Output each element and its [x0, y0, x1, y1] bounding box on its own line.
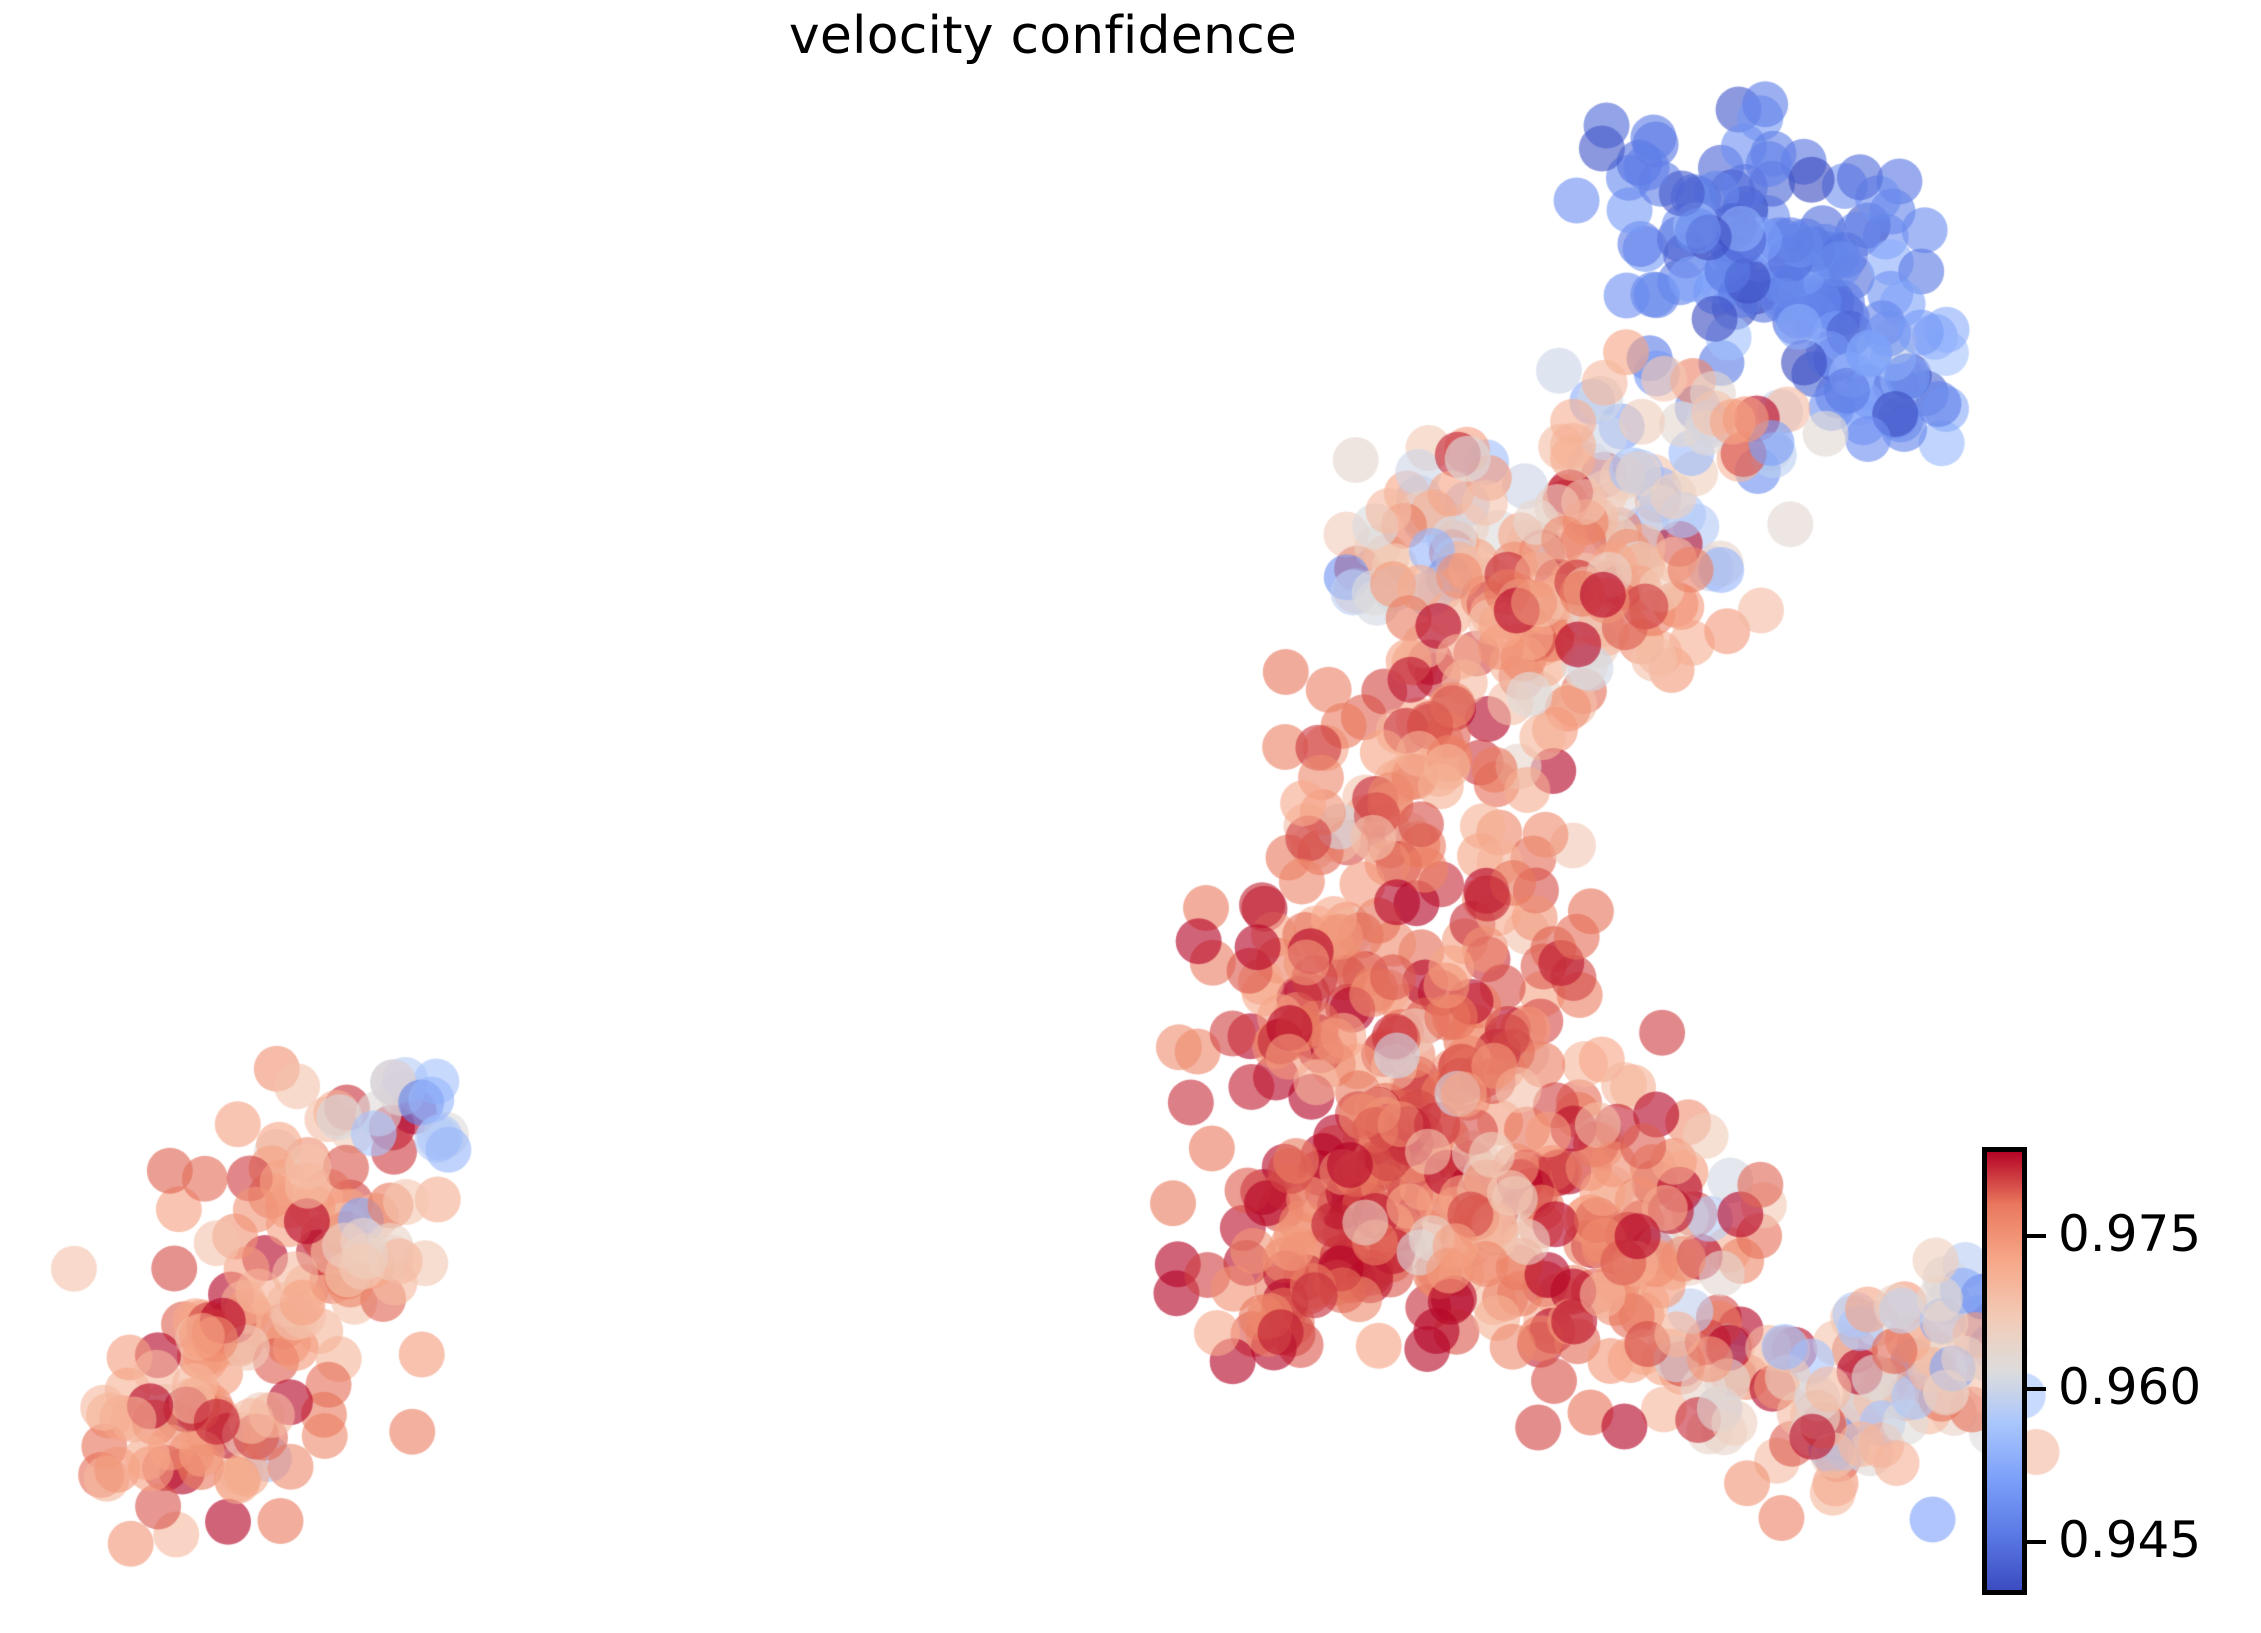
colorbar-tick-label: 0.960 [2058, 1358, 2202, 1416]
colorbar-tick-label: 0.945 [2058, 1511, 2202, 1569]
colorbar-tick-mark [2027, 1387, 2046, 1391]
colorbar[interactable] [1982, 1147, 2027, 1595]
colorbar-tick-mark [2027, 1540, 2046, 1544]
colorbar-tick-label: 0.975 [2058, 1205, 2202, 1263]
colorbar-tick-mark [2027, 1234, 2046, 1238]
colorbar-gradient [1987, 1152, 2022, 1590]
